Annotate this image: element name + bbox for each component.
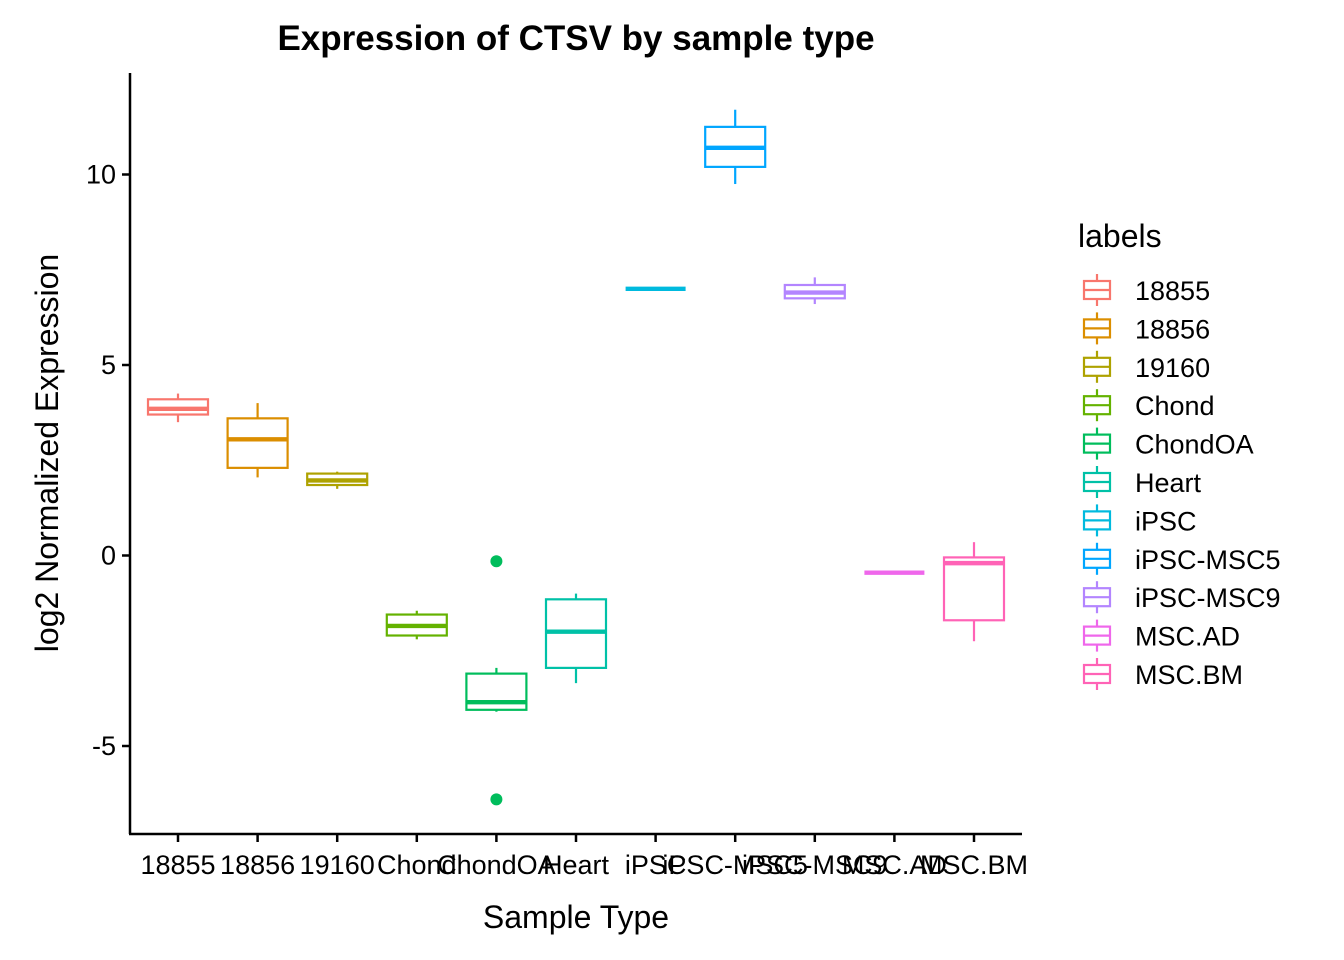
legend-label: 19160 bbox=[1135, 353, 1210, 383]
legend-label: ChondOA bbox=[1135, 430, 1254, 460]
legend: labels 18855 18856 19160 Chond ChondOA Heart i… bbox=[1078, 218, 1281, 690]
legend-item: Heart bbox=[1082, 466, 1202, 498]
box-chondoa bbox=[465, 555, 528, 806]
plot-area bbox=[146, 109, 1006, 806]
y-axis-title: log2 Normalized Expression bbox=[29, 254, 65, 652]
box-iqr bbox=[942, 556, 1006, 622]
legend-title: labels bbox=[1078, 218, 1162, 254]
x-tick-label: MSC.AD bbox=[842, 850, 947, 880]
legend-item: MSC.BM bbox=[1082, 658, 1243, 690]
outlier-point bbox=[490, 793, 503, 806]
legend-label: iPSC bbox=[1135, 506, 1197, 536]
legend-label: Heart bbox=[1135, 468, 1202, 498]
box-19160 bbox=[306, 471, 369, 489]
box-18856 bbox=[226, 403, 289, 478]
legend-label: iPSC-MSC9 bbox=[1135, 583, 1281, 613]
box-chond bbox=[385, 610, 448, 640]
box-18855 bbox=[146, 393, 210, 423]
x-axis-title: Sample Type bbox=[483, 899, 669, 935]
legend-label: MSC.AD bbox=[1135, 622, 1240, 652]
box-iqr bbox=[226, 417, 289, 469]
legend-label: 18856 bbox=[1135, 314, 1210, 344]
legend-item: Chond bbox=[1082, 389, 1215, 422]
legend-item: MSC.AD bbox=[1082, 619, 1240, 652]
legend-item: 19160 bbox=[1082, 350, 1210, 383]
x-tick-label: 18855 bbox=[140, 850, 215, 880]
legend-label: Chond bbox=[1135, 391, 1215, 421]
legend-label: MSC.BM bbox=[1135, 660, 1243, 690]
x-tick-label: 18856 bbox=[220, 850, 295, 880]
box-msc-bm bbox=[942, 542, 1006, 642]
legend-label: iPSC-MSC5 bbox=[1135, 545, 1281, 575]
x-tick-label: Heart bbox=[543, 850, 610, 880]
x-tick-label: iPSC-MSC5 bbox=[662, 850, 808, 880]
legend-item: iPSC-MSC9 bbox=[1082, 581, 1281, 614]
x-tick-label: iPSC-MSC9 bbox=[742, 850, 888, 880]
y-axis-ticks: -5 0 5 10 bbox=[86, 160, 130, 761]
x-tick-label: 19160 bbox=[300, 850, 375, 880]
box-heart bbox=[544, 593, 608, 684]
y-tick-label: 0 bbox=[101, 541, 116, 571]
x-tick-label: MSC.BM bbox=[920, 850, 1028, 880]
legend-items: 18855 18856 19160 Chond ChondOA Heart iPSC iPSC… bbox=[1082, 274, 1281, 690]
legend-item: 18856 bbox=[1082, 312, 1210, 345]
x-tick-label: ChondOA bbox=[437, 850, 556, 880]
legend-item: iPSC-MSC5 bbox=[1082, 542, 1281, 575]
legend-item: 18855 bbox=[1082, 274, 1210, 306]
outlier-point bbox=[490, 555, 503, 568]
x-tick-label: iPSC bbox=[625, 850, 687, 880]
y-tick-label: 5 bbox=[101, 350, 116, 380]
chart-title: Expression of CTSV by sample type bbox=[277, 19, 874, 58]
x-tick-label: Chond bbox=[377, 850, 457, 880]
legend-item: iPSC bbox=[1082, 504, 1197, 537]
y-tick-label: 10 bbox=[86, 160, 116, 190]
y-tick-label: -5 bbox=[92, 731, 116, 761]
box-ipsc-msc9 bbox=[783, 277, 846, 305]
legend-label: 18855 bbox=[1135, 276, 1210, 306]
legend-item: ChondOA bbox=[1082, 427, 1254, 460]
box-ipsc-msc5 bbox=[704, 109, 767, 185]
